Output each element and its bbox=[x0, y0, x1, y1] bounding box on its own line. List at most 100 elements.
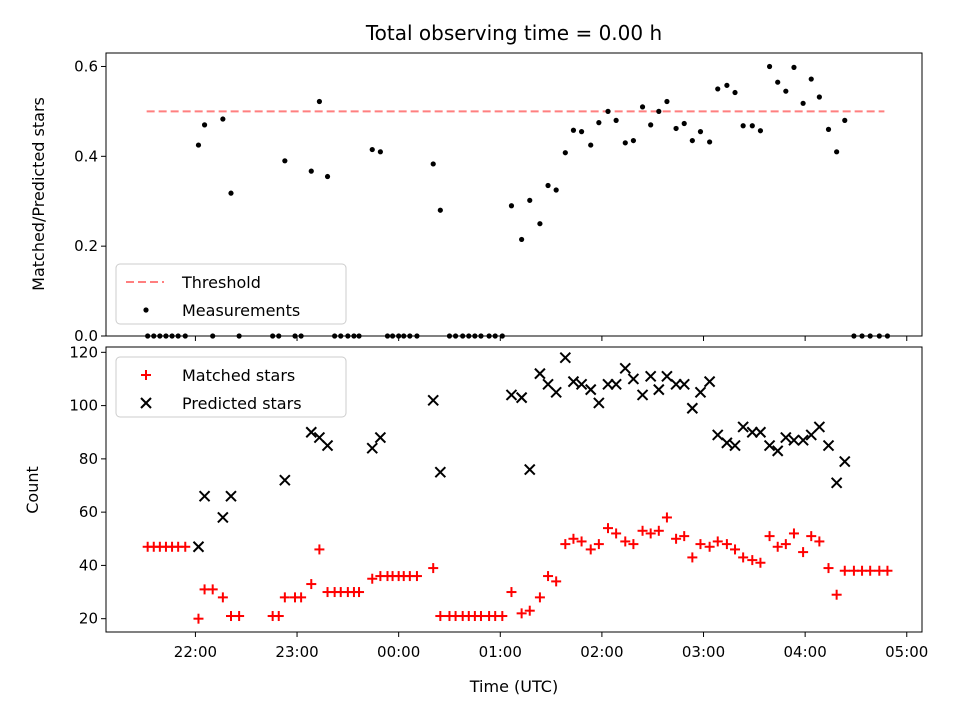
predicted-stars-point bbox=[567, 375, 580, 388]
matched-stars-point bbox=[637, 525, 648, 536]
predicted-stars-point bbox=[427, 394, 439, 406]
predicted-stars-point bbox=[434, 466, 447, 478]
ratio-panel: 0.0 0.2 0.4 0.6 Matched/Predicted stars Thr… bbox=[29, 52, 923, 345]
measurements-point bbox=[740, 123, 746, 129]
measurements-point bbox=[808, 76, 814, 82]
predicted-stars-point bbox=[678, 378, 690, 390]
matched-stars-point bbox=[764, 531, 775, 542]
matched-stars-point bbox=[516, 608, 527, 619]
matched-stars-point bbox=[671, 533, 682, 544]
count-y-axis-label: Count bbox=[23, 466, 42, 514]
y-tick-label: 120 bbox=[69, 343, 98, 361]
measurements-point bbox=[664, 98, 670, 105]
predicted-stars-point bbox=[830, 477, 843, 489]
y-tick-label: 0.2 bbox=[74, 237, 98, 255]
measurements-point bbox=[508, 203, 515, 209]
ratio-legend: Threshold Measurements bbox=[115, 263, 347, 325]
matched-stars-point bbox=[704, 541, 715, 552]
measurements-point bbox=[545, 182, 551, 189]
predicted-stars-point bbox=[788, 434, 800, 446]
y-tick-label: 0.4 bbox=[74, 147, 98, 165]
matched-stars-point bbox=[661, 512, 672, 523]
matched-stars-point bbox=[524, 605, 535, 616]
matched-stars-point bbox=[620, 536, 631, 547]
measurements-point bbox=[749, 123, 755, 129]
matched-stars-point bbox=[411, 571, 422, 582]
matched-stars-point bbox=[730, 544, 741, 555]
x-tick-label: 05:00 bbox=[885, 643, 928, 661]
measurements-point bbox=[800, 100, 806, 106]
matched-stars-point bbox=[602, 523, 613, 534]
predicted-stars-point bbox=[505, 389, 518, 401]
matched-stars-point bbox=[273, 611, 284, 622]
legend-matched-stars-label: Matched stars bbox=[182, 366, 295, 385]
ratio-y-axis-label: Matched/Predicted stars bbox=[29, 97, 48, 291]
y-tick-label: 80 bbox=[79, 450, 98, 468]
x-tick-label: 00:00 bbox=[377, 643, 420, 661]
measurements-point bbox=[578, 129, 585, 135]
predicted-stars-point bbox=[515, 391, 528, 404]
matched-stars-point bbox=[695, 539, 706, 550]
matched-stars-point bbox=[551, 576, 562, 587]
measurements-point bbox=[605, 108, 611, 114]
matched-stars-point bbox=[435, 611, 446, 622]
measurements-point bbox=[834, 149, 840, 155]
matched-stars-point bbox=[193, 613, 204, 624]
y-tick-label: 0.0 bbox=[74, 327, 98, 345]
measurements-point bbox=[673, 125, 679, 132]
matched-stars-point bbox=[234, 611, 245, 622]
matched-stars-point bbox=[367, 573, 378, 584]
chart-title: Total observing time = 0.00 h bbox=[365, 21, 662, 45]
measurements-point bbox=[681, 120, 687, 127]
measurements-point bbox=[622, 140, 628, 146]
y-tick-label: 20 bbox=[79, 610, 98, 628]
measurements-point bbox=[648, 122, 654, 128]
measurements-point bbox=[707, 139, 713, 145]
measurements-point bbox=[201, 122, 208, 128]
measurements-point bbox=[656, 108, 662, 114]
measurements-point bbox=[775, 79, 781, 85]
matched-stars-point bbox=[628, 539, 639, 550]
predicted-stars-point bbox=[198, 490, 211, 502]
matched-stars-point bbox=[497, 611, 508, 622]
ratio-x-ticks bbox=[194, 336, 908, 341]
measurements-point bbox=[377, 149, 383, 155]
x-tick-label: 02:00 bbox=[580, 643, 623, 661]
matched-stars-point bbox=[747, 555, 758, 566]
y-tick-label: 0.6 bbox=[74, 57, 98, 75]
matched-stars-point bbox=[207, 584, 218, 595]
predicted-stars-point bbox=[321, 439, 334, 452]
x-tick-label: 03:00 bbox=[682, 643, 725, 661]
predicted-stars-point bbox=[712, 429, 724, 441]
matched-stars-point bbox=[645, 528, 656, 539]
count-panel: 20 40 60 80 100 120 22:00 23:00 00:00 01:00 02:00… bbox=[23, 343, 928, 661]
measurements-point bbox=[537, 221, 543, 227]
matched-stars-point bbox=[306, 579, 317, 590]
matched-stars-point bbox=[738, 552, 749, 563]
x-tick-label: 01:00 bbox=[479, 643, 522, 661]
x-tick-label: 04:00 bbox=[784, 643, 827, 661]
predicted-stars-point bbox=[593, 397, 605, 409]
matched-stars-point bbox=[428, 563, 439, 574]
predicted-stars-point bbox=[534, 367, 546, 380]
measurements-point bbox=[724, 82, 730, 88]
predicted-stars-point bbox=[636, 389, 649, 401]
predicted-stars-point bbox=[729, 439, 741, 452]
matched-stars-point bbox=[611, 528, 622, 539]
x-tick-label: 22:00 bbox=[174, 643, 217, 661]
measurements-point bbox=[519, 236, 525, 243]
measurements-point bbox=[570, 127, 577, 133]
measurements-point bbox=[697, 129, 704, 135]
measurements-point bbox=[195, 142, 202, 148]
matched-stars-point bbox=[576, 536, 587, 547]
predicted-stars-point bbox=[763, 439, 776, 452]
ratio-plot-area bbox=[145, 63, 891, 339]
matched-stars-point bbox=[772, 541, 783, 552]
matched-stars-point bbox=[279, 592, 290, 603]
matched-stars-point bbox=[314, 544, 325, 555]
measurements-point bbox=[825, 126, 832, 132]
y-tick-label: 100 bbox=[69, 397, 98, 415]
count-y-ticks: 20 40 60 80 100 120 bbox=[69, 343, 106, 628]
predicted-stars-point bbox=[694, 386, 707, 398]
predicted-stars-point bbox=[550, 386, 562, 398]
